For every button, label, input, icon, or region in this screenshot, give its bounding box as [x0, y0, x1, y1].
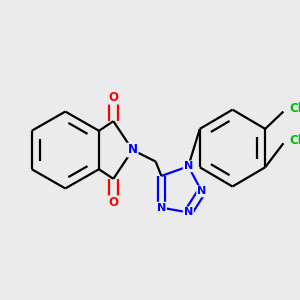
Text: N: N: [184, 161, 193, 171]
Text: O: O: [108, 91, 118, 104]
Text: N: N: [128, 143, 138, 157]
Text: O: O: [108, 196, 118, 209]
Text: N: N: [157, 202, 166, 213]
Text: N: N: [197, 186, 206, 196]
Text: Cl: Cl: [290, 134, 300, 147]
Text: N: N: [184, 207, 193, 218]
Text: Cl: Cl: [290, 102, 300, 115]
